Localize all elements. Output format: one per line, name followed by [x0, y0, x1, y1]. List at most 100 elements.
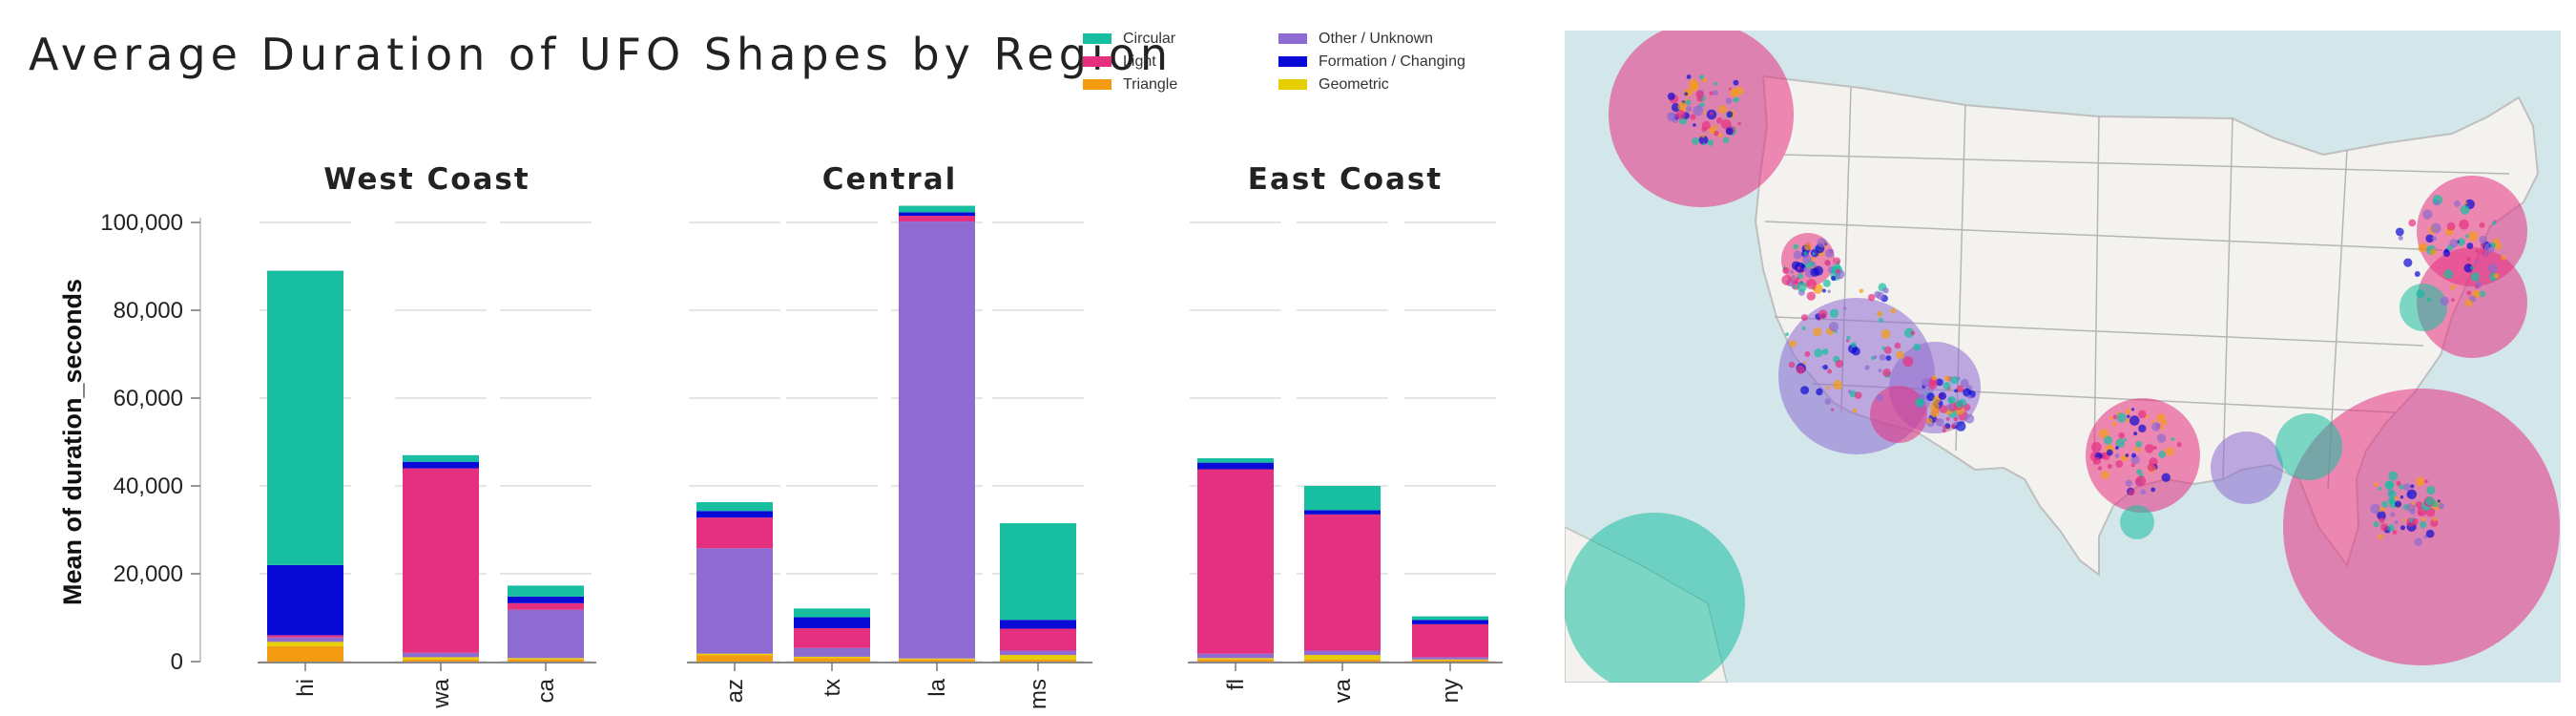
map-bubble[interactable] — [1870, 386, 1927, 443]
map-point — [1910, 330, 1916, 336]
bar-central-az-geometric[interactable] — [696, 653, 773, 656]
bar-east-coast-fl-formation-changing[interactable] — [1197, 462, 1274, 470]
bar-west-coast-ca-formation-changing[interactable] — [508, 596, 584, 603]
map-bubble[interactable] — [2120, 505, 2154, 539]
map-point — [1717, 133, 1723, 138]
bubble-map[interactable] — [1565, 31, 2561, 683]
map-bubble[interactable] — [2211, 432, 2283, 504]
bar-central-tx-formation-changing[interactable] — [794, 617, 870, 629]
bar-west-coast-ca-geometric[interactable] — [508, 658, 584, 660]
bar-central-la-circular[interactable] — [899, 205, 975, 213]
y-tick-label: 40,000 — [114, 474, 183, 499]
bar-west-coast-wa-light[interactable] — [403, 468, 479, 653]
map-bubble[interactable] — [2399, 284, 2447, 331]
map-bubble[interactable] — [1565, 513, 1745, 683]
bar-central-la-other-unknown[interactable] — [899, 221, 975, 659]
bar-east-coast-fl-other-unknown[interactable] — [1197, 653, 1274, 659]
bar-central-ms-triangle[interactable] — [1000, 659, 1076, 662]
bar-central-az-light[interactable] — [696, 517, 773, 549]
map-point — [1667, 112, 1676, 122]
bar-west-coast-hi-formation-changing[interactable] — [267, 564, 343, 636]
bar-east-coast-ny-formation-changing[interactable] — [1412, 620, 1488, 624]
x-tick-label-ny: ny — [1438, 679, 1464, 703]
bar-west-coast-wa-triangle[interactable] — [403, 659, 479, 662]
bar-west-coast-wa-geometric[interactable] — [403, 657, 479, 660]
bar-west-coast-ca-triangle[interactable] — [508, 659, 584, 662]
bar-west-coast-hi-geometric[interactable] — [267, 642, 343, 646]
map-bubble[interactable] — [2417, 176, 2527, 286]
bar-central-ms-formation-changing[interactable] — [1000, 620, 1076, 629]
map-bubble[interactable] — [1609, 31, 1794, 207]
map-point — [1852, 408, 1858, 413]
bar-east-coast-fl-triangle[interactable] — [1197, 659, 1274, 662]
bar-central-ms-light[interactable] — [1000, 628, 1076, 651]
bar-east-coast-ny-triangle[interactable] — [1412, 660, 1488, 662]
bar-central-tx-other-unknown[interactable] — [794, 647, 870, 657]
map-point — [2408, 219, 2417, 227]
bar-east-coast-ny-other-unknown[interactable] — [1412, 657, 1488, 660]
map-point — [1854, 391, 1862, 399]
bar-central-az-other-unknown[interactable] — [696, 548, 773, 654]
bar-central-az-triangle[interactable] — [696, 655, 773, 662]
bar-east-coast-va-triangle[interactable] — [1304, 659, 1381, 662]
bar-east-coast-va-light[interactable] — [1304, 514, 1381, 651]
legend-item-formation-changing[interactable]: Formation / Changing — [1278, 53, 1465, 71]
map-point — [1944, 423, 1951, 430]
map-bubble[interactable] — [2275, 413, 2342, 480]
map-point — [2116, 412, 2127, 423]
bar-west-coast-wa-formation-changing[interactable] — [403, 461, 479, 469]
bar-central-az-circular[interactable] — [696, 502, 773, 512]
bar-east-coast-fl-light[interactable] — [1197, 469, 1274, 654]
bar-west-coast-hi-other-unknown[interactable] — [267, 637, 343, 642]
bar-west-coast-ca-light[interactable] — [508, 602, 584, 610]
map-point — [2136, 469, 2143, 475]
bar-central-la-triangle[interactable] — [899, 659, 975, 662]
bar-east-coast-va-geometric[interactable] — [1304, 655, 1381, 660]
bar-central-ms-geometric[interactable] — [1000, 655, 1076, 660]
bar-east-coast-ny-geometric[interactable] — [1412, 659, 1488, 661]
bar-central-tx-geometric[interactable] — [794, 656, 870, 659]
bar-west-coast-wa-circular[interactable] — [403, 454, 479, 462]
legend-item-other-unknown[interactable]: Other / Unknown — [1278, 31, 1433, 48]
map-point — [1883, 346, 1892, 354]
bar-east-coast-va-other-unknown[interactable] — [1304, 650, 1381, 656]
bar-central-tx-light[interactable] — [794, 628, 870, 648]
bar-west-coast-hi-circular[interactable] — [267, 270, 343, 565]
legend-item-geometric[interactable]: Geometric — [1278, 76, 1389, 94]
bar-west-coast-ca-circular[interactable] — [508, 585, 584, 597]
map-point — [1950, 423, 1956, 429]
map-point — [2402, 517, 2406, 522]
map-point — [1931, 375, 1937, 381]
bar-east-coast-va-formation-changing[interactable] — [1304, 510, 1381, 515]
map-point — [1698, 135, 1709, 145]
bar-central-tx-circular[interactable] — [794, 608, 870, 618]
bar-central-ms-circular[interactable] — [1000, 523, 1076, 621]
bar-central-az-formation-changing[interactable] — [696, 511, 773, 518]
legend-swatch-triangle — [1083, 79, 1111, 91]
bar-east-coast-fl-circular[interactable] — [1197, 458, 1274, 463]
map-point — [1828, 322, 1839, 332]
map-point — [2403, 483, 2411, 492]
bar-central-la-formation-changing[interactable] — [899, 212, 975, 217]
bar-east-coast-fl-geometric[interactable] — [1197, 658, 1274, 660]
map-point — [1950, 376, 1959, 385]
legend-item-triangle[interactable]: Triangle — [1083, 76, 1177, 94]
map-bubble[interactable] — [2086, 398, 2200, 513]
bar-east-coast-ny-circular[interactable] — [1412, 616, 1488, 621]
bar-west-coast-hi-light[interactable] — [267, 635, 343, 638]
map-point — [1690, 114, 1696, 120]
legend-item-light[interactable]: Light — [1083, 53, 1156, 71]
legend-item-circular[interactable]: Circular — [1083, 31, 1175, 48]
bar-central-la-light[interactable] — [899, 216, 975, 222]
bar-east-coast-ny-light[interactable] — [1412, 623, 1488, 658]
map-point — [2464, 299, 2473, 307]
bar-east-coast-va-circular[interactable] — [1304, 486, 1381, 511]
bar-west-coast-wa-other-unknown[interactable] — [403, 652, 479, 658]
bar-central-la-geometric[interactable] — [899, 658, 975, 660]
map-point — [2424, 479, 2428, 484]
map-point — [2430, 518, 2439, 527]
bar-west-coast-hi-triangle[interactable] — [267, 645, 343, 662]
bar-central-tx-triangle[interactable] — [794, 658, 870, 662]
bar-central-ms-other-unknown[interactable] — [1000, 650, 1076, 656]
bar-west-coast-ca-other-unknown[interactable] — [508, 609, 584, 659]
